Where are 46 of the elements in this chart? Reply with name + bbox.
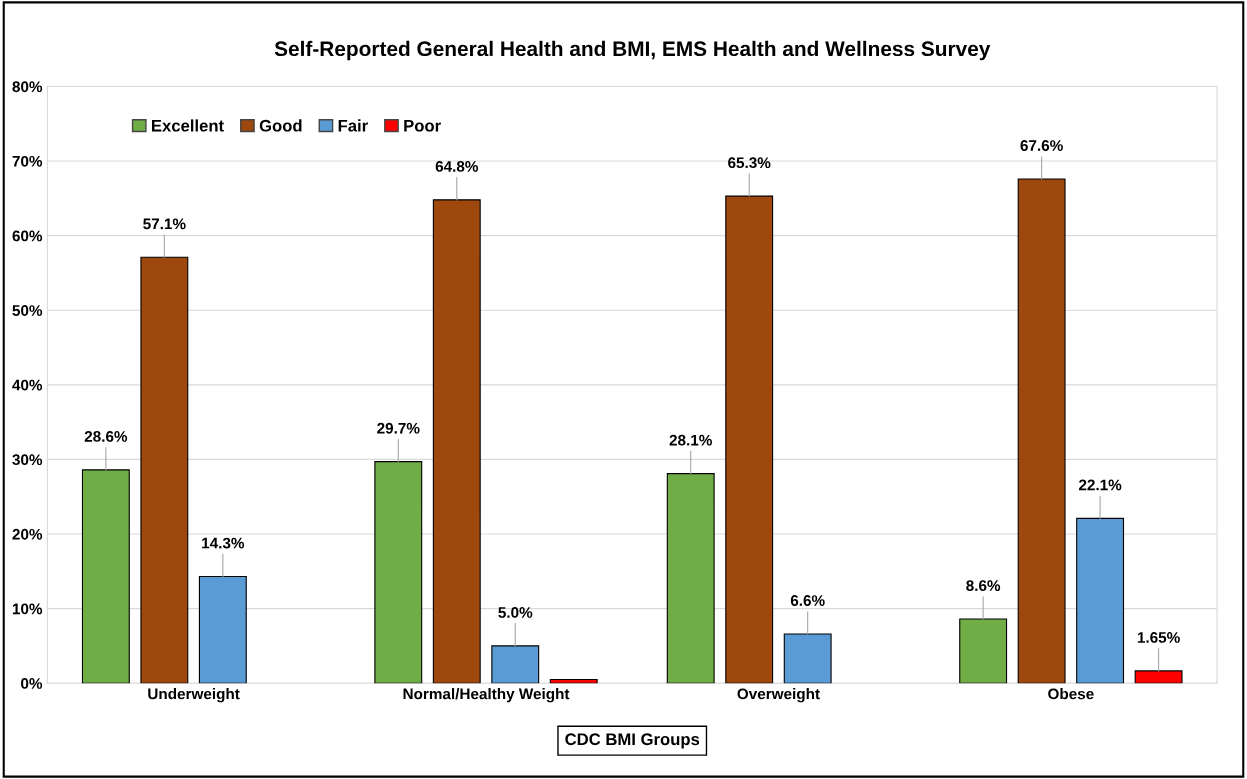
y-tick-label: 80% — [12, 81, 43, 93]
data-label: 67.6% — [1020, 140, 1063, 151]
bar — [1134, 670, 1183, 684]
bar — [1076, 517, 1125, 684]
data-label: 64.8% — [435, 161, 479, 172]
bar — [1017, 178, 1066, 684]
bar — [140, 256, 189, 684]
data-label: 6.6% — [790, 595, 825, 606]
x-tick-label: Underweight — [148, 688, 240, 703]
y-tick-label: 10% — [12, 603, 43, 615]
legend-label: Excellent — [152, 119, 224, 132]
data-label: 28.1% — [669, 434, 712, 446]
y-tick-label: 70% — [12, 155, 43, 167]
x-tick-label: Overweight — [737, 688, 820, 703]
data-label: 29.7% — [377, 422, 420, 434]
data-label: 65.3% — [728, 157, 771, 169]
data-label: 14.3% — [202, 537, 245, 549]
bar — [783, 633, 832, 684]
data-label: 28.6% — [84, 431, 128, 442]
x-tick-label: Obese — [1048, 688, 1094, 700]
bar — [491, 645, 540, 684]
y-tick-label: 40% — [12, 379, 43, 391]
x-axis-title: CDC BMI Groups — [565, 733, 700, 749]
bar — [725, 195, 774, 684]
y-tick-label: 20% — [12, 528, 43, 540]
x-tick-label: Normal/Healthy Weight — [403, 688, 570, 703]
bar — [81, 469, 130, 684]
data-label: 1.65% — [1137, 632, 1180, 643]
bar — [549, 678, 598, 684]
legend-label: Poor — [404, 119, 441, 132]
y-tick-label: 50% — [12, 305, 43, 316]
data-label: 57.1% — [143, 218, 186, 230]
legend-label: Good — [259, 119, 302, 132]
chart-title: Self-Reported General Health and BMI, EMS Health and Wellness Survey — [274, 40, 991, 61]
y-tick-label: 0% — [21, 678, 43, 689]
bar — [374, 461, 423, 684]
data-label: 5.0% — [498, 607, 533, 618]
bar — [959, 618, 1008, 684]
legend-label: Fair — [338, 119, 368, 132]
bar — [198, 575, 247, 684]
y-tick-label: 60% — [12, 230, 43, 242]
y-tick-label: 30% — [12, 454, 43, 466]
bar — [432, 199, 481, 684]
bar — [666, 473, 715, 684]
data-label: 8.6% — [966, 580, 1001, 592]
data-label: 22.1% — [1078, 479, 1122, 491]
